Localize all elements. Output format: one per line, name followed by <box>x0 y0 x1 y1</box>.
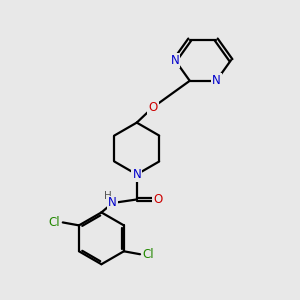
Text: N: N <box>132 168 141 181</box>
Text: O: O <box>148 101 158 114</box>
Text: N: N <box>212 74 220 87</box>
Text: O: O <box>153 193 163 206</box>
Text: N: N <box>108 196 117 209</box>
Text: H: H <box>104 190 112 201</box>
Text: Cl: Cl <box>49 216 60 229</box>
Text: Cl: Cl <box>142 248 154 261</box>
Text: N: N <box>171 54 179 67</box>
